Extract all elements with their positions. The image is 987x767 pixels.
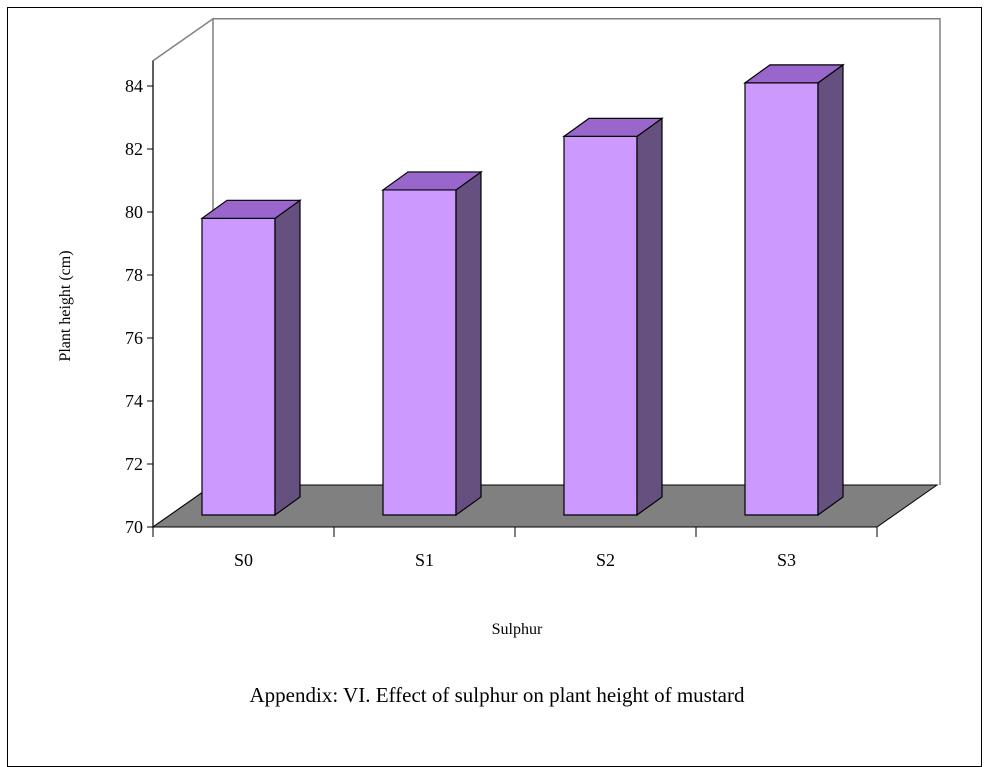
x-axis-title: Sulphur [492,621,543,638]
y-axis: 70 72 74 76 78 80 82 84 [125,60,154,537]
bar-s1 [381,170,483,517]
bar-front [744,82,819,516]
x-tick-label: S3 [777,550,796,570]
bar-front [382,189,457,516]
bar-side [274,199,301,517]
bar-s3 [743,63,845,517]
bar-side [817,63,844,517]
bar-front [201,217,276,516]
x-tick-label: S0 [234,550,253,570]
x-tick-label: S1 [415,550,434,570]
bar-top [562,117,664,137]
y-tick-label: 84 [125,76,143,96]
bar-s2 [562,117,664,517]
back-wall [213,18,941,485]
chart-caption: Appendix: VI. Effect of sulphur on plant… [250,683,745,707]
bar-side [455,170,482,517]
y-tick-label: 82 [125,139,143,159]
x-axis: S0 S1 S2 S3 [152,526,878,570]
y-tick-label: 74 [125,391,143,411]
bar-top [743,64,845,84]
y-tick-label: 70 [125,517,143,537]
bar-top [381,171,483,191]
y-axis-title: Plant height (cm) [57,250,74,361]
bar-s0 [200,199,302,517]
bar-front [563,135,638,516]
x-tick-label: S2 [596,550,615,570]
y-tick-label: 72 [125,454,143,474]
bar-top [200,199,302,219]
y-tick-label: 78 [125,265,143,285]
y-tick-label: 80 [125,202,143,222]
bar-side [636,117,663,517]
y-tick-label: 76 [125,328,143,348]
bars [200,63,845,517]
